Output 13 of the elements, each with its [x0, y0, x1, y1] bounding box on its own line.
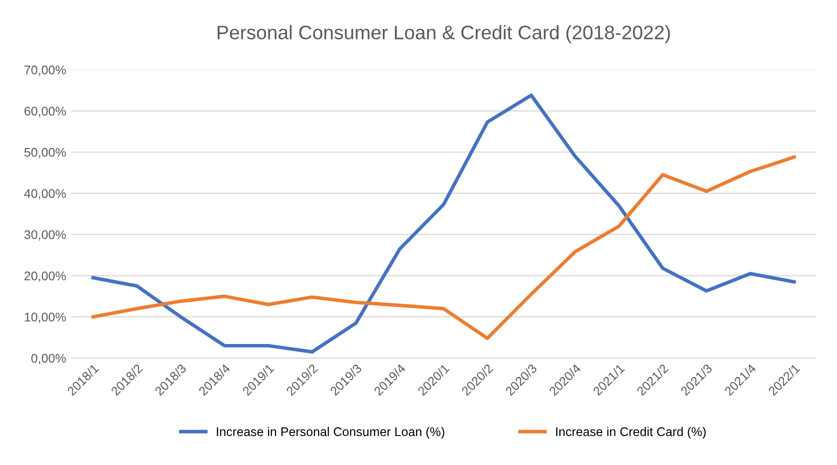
y-tick-label: 20,00%	[24, 271, 66, 282]
y-tick-label: 30,00%	[24, 230, 66, 241]
y-tick-label: 40,00%	[24, 189, 66, 200]
chart-title: Personal Consumer Loan & Credit Card (2018-2022)	[218, 25, 670, 44]
y-tick-label: 0,00%	[31, 354, 66, 364]
y-tick-label: 50,00%	[24, 148, 66, 158]
y-tick-label: 70,00%	[24, 66, 66, 76]
line-series	[91, 155, 796, 340]
line-series	[91, 94, 796, 354]
legend-label: Increase in Personal Consumer Loan (%)	[216, 426, 444, 439]
y-tick-label: 60,00%	[24, 106, 66, 118]
y-tick-label: 10,00%	[24, 312, 66, 323]
legend-label: Increase in Credit Card (%)	[556, 426, 706, 439]
